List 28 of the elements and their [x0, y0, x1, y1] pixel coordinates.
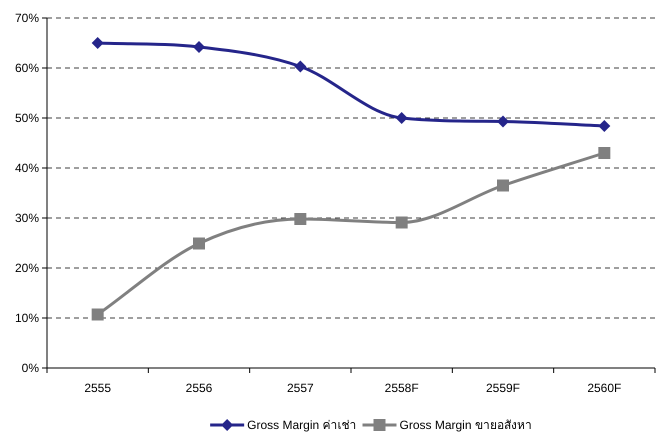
point: [193, 41, 205, 53]
y-tick-label: 20%: [14, 261, 40, 275]
point: [92, 37, 104, 49]
x-tick-label: 2559F: [486, 381, 520, 395]
point: [497, 180, 509, 192]
y-tick-label: 70%: [14, 11, 40, 25]
y-tick-label: 40%: [14, 161, 40, 175]
point: [396, 216, 408, 228]
point: [598, 147, 610, 159]
point: [396, 112, 408, 124]
x-tick-label: 2555: [84, 381, 112, 395]
point: [598, 120, 610, 132]
x-tick-label: 2556: [186, 381, 213, 395]
point: [92, 308, 104, 320]
legend-label: Gross Margin ขายอสังหา: [400, 418, 532, 432]
point: [193, 238, 205, 250]
y-tick-label: 0%: [22, 361, 40, 375]
legend-label: Gross Margin ค่าเช่า: [247, 418, 356, 432]
point: [497, 116, 509, 128]
point: [294, 60, 306, 72]
y-tick-label: 60%: [14, 61, 40, 75]
y-tick-label: 10%: [14, 311, 40, 325]
y-tick-label: 30%: [14, 211, 40, 225]
x-tick-label: 2557: [286, 381, 314, 395]
x-tick-label: 2560F: [587, 381, 622, 395]
point: [294, 213, 306, 225]
y-tick-label: 50%: [14, 111, 40, 125]
x-tick-label: 2558F: [384, 381, 419, 395]
